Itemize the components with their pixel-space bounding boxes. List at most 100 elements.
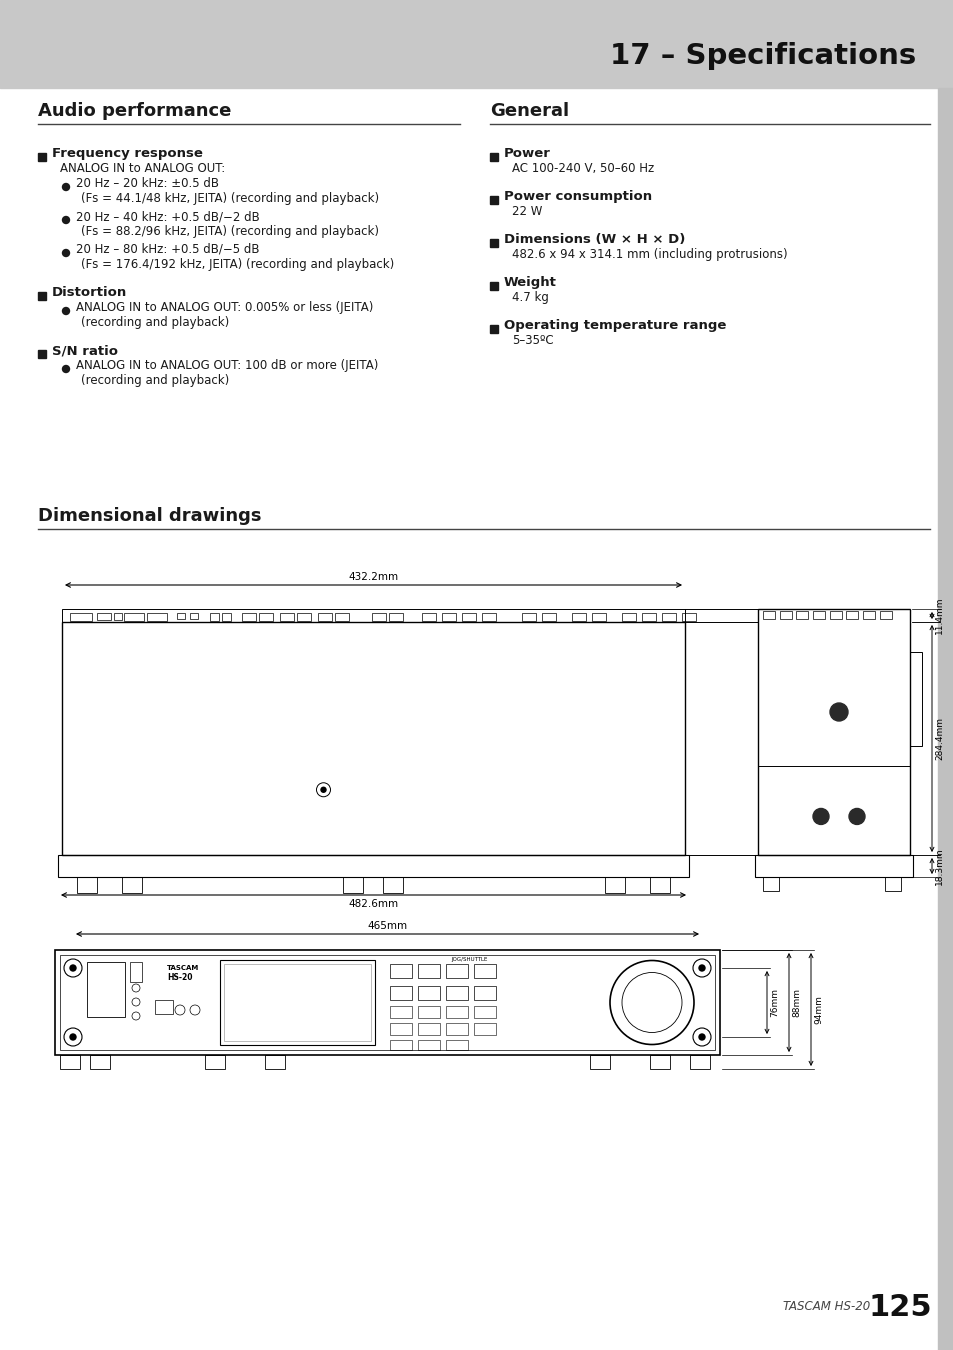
Text: ANALOG IN to ANALOG OUT: 100 dB or more (JEITA): ANALOG IN to ANALOG OUT: 100 dB or more … [76, 359, 378, 373]
Bar [649, 1054, 669, 1069]
Text: 17 – Specifications: 17 – Specifications [609, 42, 915, 70]
Bar [62, 622, 684, 855]
Text: TASCAM: TASCAM [167, 965, 199, 971]
Bar [389, 613, 402, 621]
Bar [220, 960, 375, 1045]
Bar [210, 613, 219, 621]
Bar [604, 878, 624, 892]
Bar [87, 963, 125, 1017]
Bar [417, 1040, 439, 1050]
Text: (recording and playback): (recording and playback) [81, 374, 229, 387]
Bar [474, 1023, 496, 1035]
Text: (Fs = 88.2/96 kHz, JEITA) (recording and playback): (Fs = 88.2/96 kHz, JEITA) (recording and… [81, 225, 378, 238]
Text: Audio performance: Audio performance [38, 103, 232, 120]
Text: 20 Hz – 80 kHz: +0.5 dB/−5 dB: 20 Hz – 80 kHz: +0.5 dB/−5 dB [76, 243, 259, 256]
Bar [372, 613, 386, 621]
Bar [474, 964, 496, 977]
Bar [60, 1054, 80, 1069]
Text: S/N ratio: S/N ratio [52, 344, 118, 356]
Circle shape [63, 250, 70, 256]
Bar [77, 878, 97, 892]
Text: 88mm: 88mm [791, 988, 801, 1017]
Bar [38, 153, 46, 161]
Text: Dimensions (W × H × D): Dimensions (W × H × D) [503, 234, 684, 246]
Bar [490, 239, 497, 247]
Bar [190, 613, 198, 620]
Bar [490, 196, 497, 204]
Bar [124, 613, 144, 621]
Bar [258, 613, 273, 621]
Text: ANALOG IN to ANALOG OUT: 0.005% or less (JEITA): ANALOG IN to ANALOG OUT: 0.005% or less … [76, 301, 373, 315]
Bar [541, 613, 556, 621]
Bar [589, 1054, 609, 1069]
Circle shape [829, 703, 847, 721]
Bar [222, 613, 231, 621]
Bar [621, 613, 636, 621]
Bar [758, 609, 909, 855]
Bar [343, 878, 363, 892]
Bar [446, 964, 468, 977]
Text: JOG/SHUTTLE: JOG/SHUTTLE [452, 957, 488, 963]
Bar [762, 612, 774, 620]
Circle shape [848, 809, 864, 825]
Bar [122, 878, 142, 892]
Text: Operating temperature range: Operating temperature range [503, 319, 725, 332]
Bar [382, 878, 402, 892]
Bar [461, 613, 476, 621]
Bar [390, 964, 412, 977]
Bar [62, 609, 684, 622]
Bar [661, 613, 676, 621]
Bar [205, 1054, 225, 1069]
Bar [681, 613, 696, 621]
Circle shape [63, 308, 70, 315]
Bar [296, 613, 311, 621]
Bar [845, 612, 857, 620]
Bar [55, 950, 720, 1054]
Text: TASCAM HS-20: TASCAM HS-20 [781, 1300, 869, 1314]
Circle shape [63, 216, 70, 224]
Bar [417, 1023, 439, 1035]
Bar [490, 325, 497, 333]
Text: General: General [490, 103, 569, 120]
Text: 20 Hz – 40 kHz: +0.5 dB/−2 dB: 20 Hz – 40 kHz: +0.5 dB/−2 dB [76, 211, 259, 223]
Text: 76mm: 76mm [769, 988, 779, 1017]
Text: 11.4mm: 11.4mm [934, 597, 943, 634]
Circle shape [699, 1034, 704, 1040]
Bar [70, 613, 91, 621]
Bar [390, 986, 412, 1000]
Bar [481, 613, 496, 621]
Circle shape [699, 965, 704, 971]
Bar [762, 878, 779, 891]
Text: 22 W: 22 W [512, 205, 542, 217]
Bar [592, 613, 605, 621]
Bar [97, 613, 111, 620]
Bar [130, 963, 142, 981]
Text: ANALOG IN to ANALOG OUT:: ANALOG IN to ANALOG OUT: [60, 162, 225, 176]
Text: Weight: Weight [503, 275, 557, 289]
Bar [317, 613, 332, 621]
Bar [147, 613, 167, 621]
Text: 94mm: 94mm [813, 995, 822, 1023]
Bar [474, 1006, 496, 1018]
Bar [446, 1006, 468, 1018]
Circle shape [320, 787, 326, 792]
Bar [521, 613, 536, 621]
Text: 4.7 kg: 4.7 kg [512, 292, 548, 304]
Circle shape [63, 184, 70, 190]
Bar [446, 1023, 468, 1035]
Bar [390, 1023, 412, 1035]
Bar [780, 612, 791, 620]
Bar [417, 986, 439, 1000]
Text: (Fs = 176.4/192 kHz, JEITA) (recording and playback): (Fs = 176.4/192 kHz, JEITA) (recording a… [81, 258, 394, 271]
Text: Dimensional drawings: Dimensional drawings [38, 508, 261, 525]
Bar [390, 1040, 412, 1050]
Bar [390, 1006, 412, 1018]
Bar [641, 613, 656, 621]
Bar [280, 613, 294, 621]
Bar [154, 1000, 172, 1014]
Bar [490, 282, 497, 290]
Bar [649, 878, 669, 892]
Text: 465mm: 465mm [367, 921, 407, 931]
Bar [38, 292, 46, 300]
Circle shape [70, 1034, 76, 1040]
